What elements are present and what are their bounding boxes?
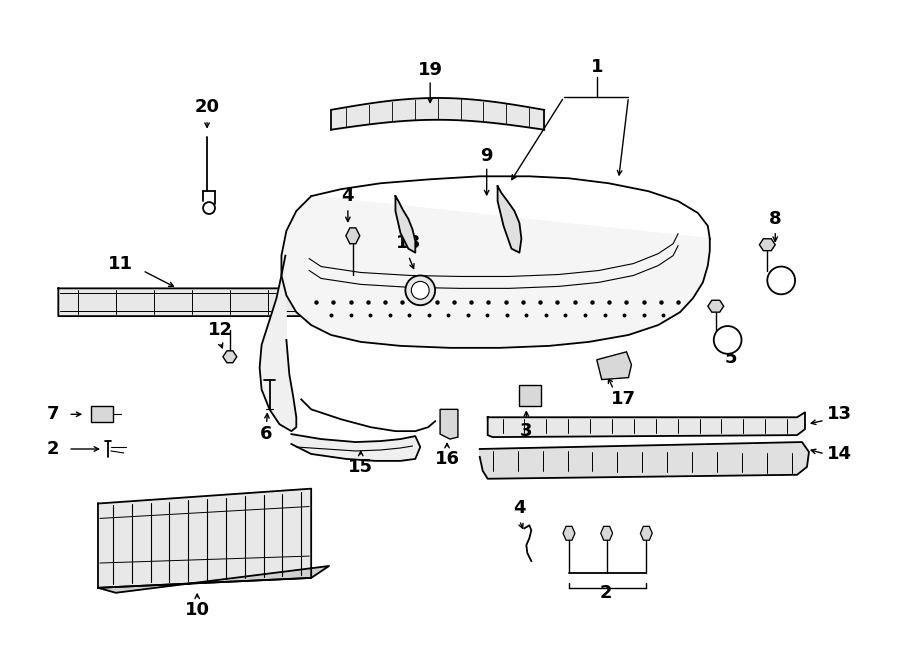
Polygon shape	[98, 566, 329, 593]
Text: 12: 12	[207, 321, 232, 339]
Polygon shape	[98, 488, 311, 588]
Polygon shape	[346, 228, 360, 244]
Polygon shape	[480, 442, 809, 479]
Circle shape	[714, 326, 742, 354]
Text: 15: 15	[348, 458, 374, 476]
Text: 13: 13	[827, 405, 851, 423]
Circle shape	[411, 282, 429, 299]
Text: 2: 2	[599, 584, 612, 602]
Text: 9: 9	[481, 147, 493, 165]
Text: 17: 17	[611, 391, 636, 408]
Polygon shape	[760, 239, 775, 251]
Polygon shape	[597, 352, 632, 379]
Polygon shape	[600, 526, 613, 540]
Polygon shape	[259, 256, 296, 431]
Text: 10: 10	[184, 601, 210, 619]
Text: 6: 6	[260, 425, 273, 443]
Polygon shape	[282, 196, 710, 348]
Polygon shape	[440, 409, 458, 439]
Text: 19: 19	[418, 61, 443, 79]
Polygon shape	[223, 351, 237, 363]
Text: 11: 11	[108, 254, 133, 272]
Text: 1: 1	[590, 58, 603, 76]
Polygon shape	[498, 186, 521, 253]
Text: 20: 20	[194, 98, 220, 116]
Text: 18: 18	[396, 234, 421, 252]
Polygon shape	[641, 526, 652, 540]
Polygon shape	[488, 412, 805, 437]
Text: 7: 7	[47, 405, 59, 423]
Polygon shape	[58, 280, 328, 316]
Text: 3: 3	[520, 422, 533, 440]
Circle shape	[203, 202, 215, 214]
Text: 4: 4	[342, 187, 354, 205]
Polygon shape	[563, 526, 575, 540]
Polygon shape	[292, 434, 420, 461]
Circle shape	[405, 276, 435, 305]
Text: 5: 5	[724, 349, 737, 367]
Text: 14: 14	[827, 445, 851, 463]
Polygon shape	[316, 280, 328, 316]
Text: 16: 16	[435, 450, 460, 468]
Text: 2: 2	[47, 440, 59, 458]
Polygon shape	[395, 196, 415, 253]
Circle shape	[768, 266, 795, 294]
Text: 8: 8	[769, 210, 781, 228]
Polygon shape	[707, 300, 724, 312]
Text: 4: 4	[513, 500, 526, 518]
Polygon shape	[519, 385, 541, 407]
Polygon shape	[91, 407, 112, 422]
